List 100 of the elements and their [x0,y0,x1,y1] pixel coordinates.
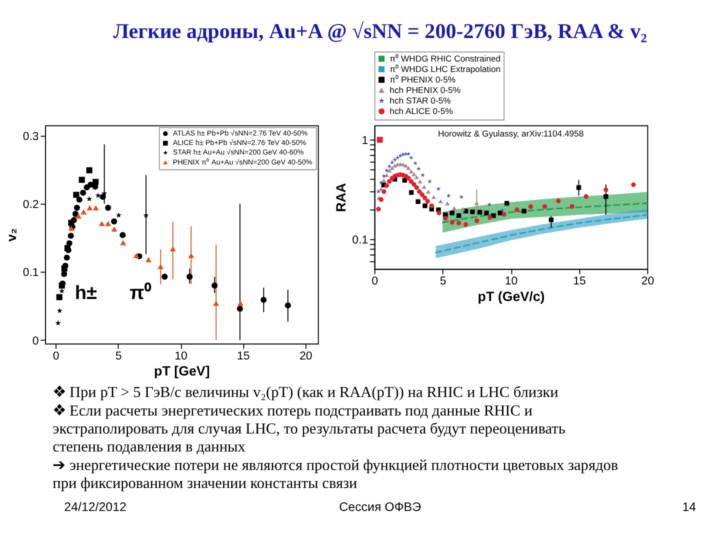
point [75,213,82,219]
point [470,209,475,214]
point [474,218,480,224]
point [376,206,381,212]
point [436,210,442,216]
point [86,167,92,174]
text: ❖ Если расчеты энергетических потерь подстраивать под данные RHIC и экстраполировать для случая LHC, то результаты расчета будут переоценивать степень подавления в данных [52,402,566,456]
point [406,166,411,170]
x-axis-title: pT [GeV] [154,364,210,379]
point [456,213,462,218]
point [378,180,384,185]
point [428,179,432,184]
point [186,274,193,280]
point [429,203,434,208]
x-tick-label: 15 [573,276,586,288]
point [213,300,220,306]
point [80,190,86,196]
legend-label: π⁰ PHENIX 0-5% [390,74,456,85]
text: Сессия ОФВЭ [339,500,422,514]
point [584,194,588,199]
point [450,210,454,216]
point [556,198,561,204]
point [420,172,426,178]
point [488,215,492,220]
point [504,200,510,206]
point [542,204,548,209]
point [491,213,496,218]
point [158,264,164,270]
point [487,202,492,207]
y-tick-label: 0.3 [22,130,39,143]
line-series [442,202,648,224]
y-tick-label: 0.2 [22,199,39,212]
x-tick-label: 15 [237,350,250,362]
point [74,204,80,211]
annotation: h± [74,283,98,304]
point [502,212,506,217]
point [412,182,416,187]
point [570,204,574,209]
x-tick-label: 5 [440,276,446,288]
point [133,252,140,258]
point [58,288,65,294]
point [120,232,126,238]
point [450,220,454,225]
text: Легкие адроны, Au+A @ √sNN = 200-2760 ГэВ, RAA & v₂ [113,19,647,44]
x-tick-label: 10 [504,276,518,288]
legend-label: hch PHENIX 0-5% [390,85,461,96]
x-tick-label: 0 [372,276,378,288]
point [92,205,99,210]
point [92,178,99,185]
point [416,166,421,171]
point [445,201,450,206]
point [76,196,82,203]
point [284,302,291,308]
point [500,208,504,212]
point [438,199,443,204]
point [417,189,422,194]
point [376,136,383,143]
annotation: Horowitz & Gyulassy, arXiv:1104.4958 [438,128,584,139]
point [408,179,414,184]
point [436,186,441,191]
point [64,254,70,261]
point [55,320,61,326]
point [86,196,92,202]
point [477,210,482,215]
point [463,222,468,227]
legend-label: π⁰ WHDG LHC Extrapolation [390,64,501,74]
point [384,183,389,188]
point [382,178,386,182]
point [425,198,430,204]
point [188,252,194,258]
point [170,246,176,252]
point [446,194,451,198]
point [78,176,85,183]
point [68,232,74,239]
point [406,152,411,156]
point [408,155,414,160]
point [390,166,394,170]
point [105,220,112,226]
point [146,257,152,262]
y-tick-label: 1 [362,135,368,148]
point [56,294,62,300]
point [422,195,428,200]
point [456,220,462,226]
point [382,189,386,194]
point [162,274,168,280]
point [95,192,101,198]
point [406,176,411,181]
point [460,207,466,212]
y-tick-label: 0.1 [352,234,368,246]
y-tick-label: 0.1 [22,267,39,280]
text: ❖ При pT > 5 ГэВ/с величины v₂(pT) (как и RAA(pT)) на RHIC и LHC близки [52,384,558,402]
point [576,185,582,190]
point [528,204,534,209]
point [80,209,87,215]
point [72,210,78,217]
point [378,197,384,202]
x-tick-label: 20 [641,276,654,288]
point [403,163,408,168]
point [376,189,381,194]
point [111,218,118,224]
